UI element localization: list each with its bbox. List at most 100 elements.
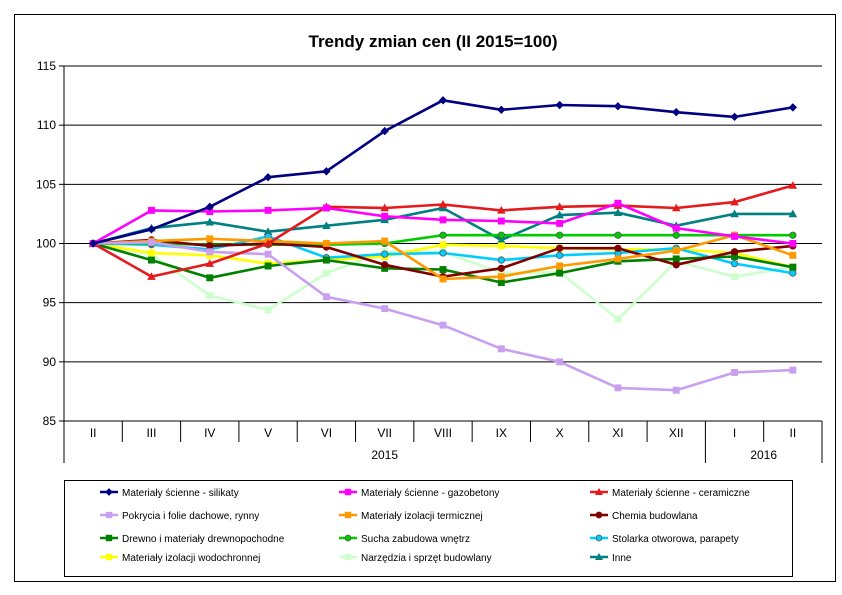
legend-label: Pokrycia i folie dachowe, rynny: [122, 511, 259, 522]
data-point: [322, 167, 331, 176]
data-point: [788, 103, 798, 112]
data-point: [439, 321, 447, 329]
chart-frame: [14, 14, 836, 582]
data-point: [556, 358, 564, 366]
data-point: [614, 315, 622, 323]
data-point: [439, 275, 447, 283]
data-point: [595, 552, 603, 561]
data-point: [263, 173, 273, 182]
data-point: [497, 273, 505, 281]
data-point: [88, 239, 98, 248]
legend-label: Materiały izolacji wodochronnej: [122, 553, 260, 564]
data-point: [322, 221, 331, 230]
legend-label: Chemia budowlana: [612, 511, 698, 522]
data-point: [205, 259, 215, 267]
x-tick-label: XI: [612, 426, 623, 440]
x-group-label: 2015: [371, 448, 398, 462]
data-point: [672, 261, 680, 269]
data-point: [380, 203, 389, 212]
data-point: [556, 269, 564, 277]
data-point: [206, 248, 214, 256]
data-point: [731, 232, 738, 240]
data-point: [614, 384, 622, 392]
data-point: [264, 262, 272, 270]
data-point: [789, 263, 797, 271]
legend-item: Inne: [590, 552, 632, 564]
series-lines: [88, 96, 798, 394]
data-point: [344, 488, 352, 496]
data-point: [322, 269, 330, 277]
data-point: [344, 511, 352, 519]
data-point: [731, 369, 738, 376]
legend-item: Materiały izolacji wodochronnej: [100, 553, 260, 564]
x-tick-label: VI: [321, 426, 332, 440]
x-tick-label: VII: [377, 426, 392, 440]
data-point: [105, 488, 113, 496]
data-point: [148, 249, 155, 257]
data-point: [381, 237, 389, 245]
data-point: [789, 366, 797, 374]
data-point: [148, 206, 155, 214]
data-point: [381, 305, 389, 313]
x-tick-label: I: [733, 426, 736, 440]
data-point: [730, 112, 739, 122]
data-point: [147, 225, 156, 234]
series-1: [88, 96, 798, 248]
data-point: [730, 197, 739, 206]
legend-label: Materiały ścienne - silikaty: [122, 488, 239, 499]
x-tick-label: V: [264, 426, 272, 440]
legend-label: Sucha zabudowa wnętrz: [361, 534, 470, 545]
data-point: [206, 235, 214, 243]
x-tick-label: IV: [204, 426, 215, 440]
data-point: [672, 247, 680, 255]
x-tick-label: II: [90, 426, 97, 440]
data-point: [322, 204, 330, 212]
data-point: [439, 231, 447, 239]
data-point: [613, 208, 623, 217]
series-4: [89, 238, 797, 394]
data-point: [497, 217, 505, 225]
data-point: [438, 96, 448, 105]
data-point: [555, 244, 564, 252]
data-point: [672, 231, 680, 239]
data-point: [497, 205, 506, 214]
data-point: [438, 200, 448, 208]
data-point: [789, 251, 797, 259]
data-point: [614, 255, 622, 263]
data-point: [672, 255, 680, 263]
legend-item: Materiały ścienne - silikaty: [100, 488, 239, 499]
y-tick-label: 85: [43, 414, 57, 428]
data-point: [439, 216, 447, 224]
x-tick-label: VIII: [434, 426, 452, 440]
data-point: [595, 534, 603, 542]
data-point: [497, 279, 505, 287]
data-point: [555, 202, 564, 211]
data-point: [497, 264, 505, 272]
data-point: [105, 534, 113, 542]
legend-item: Chemia budowlana: [590, 511, 698, 522]
data-point: [497, 105, 506, 114]
data-point: [344, 534, 352, 542]
data-point: [672, 224, 680, 232]
legend: Materiały ścienne - silikaty Materiały śc…: [64, 480, 793, 577]
legend-label: Stolarka otworowa, parapety: [612, 534, 739, 545]
data-point: [788, 181, 798, 189]
data-point: [206, 274, 214, 282]
data-point: [381, 250, 389, 258]
data-point: [497, 256, 505, 264]
data-point: [322, 256, 330, 264]
y-tick-label: 95: [43, 296, 57, 310]
data-point: [731, 273, 738, 281]
legend-label: Drewno i materiały drewnopochodne: [122, 534, 285, 545]
data-point: [322, 240, 330, 247]
data-point: [595, 511, 603, 519]
data-point: [439, 266, 447, 273]
data-point: [730, 209, 739, 218]
data-point: [205, 217, 215, 226]
data-point: [789, 269, 797, 277]
legend-item: Materiały izolacji termicznej: [339, 511, 483, 522]
data-point: [264, 250, 272, 258]
y-tick-label: 105: [36, 177, 56, 191]
